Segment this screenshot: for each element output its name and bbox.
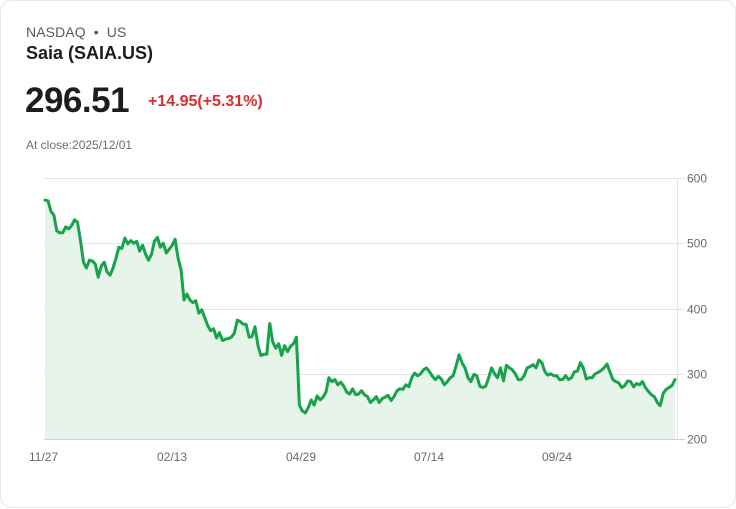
current-price: 296.51 xyxy=(25,81,130,120)
y-tick-label: 300 xyxy=(687,368,707,382)
y-axis: 600 500 400 300 200 xyxy=(687,172,707,447)
x-tick-label: 11/27 xyxy=(29,450,58,464)
x-tick-label: 02/13 xyxy=(157,450,187,464)
exchange-name: NASDAQ xyxy=(26,24,86,40)
x-tick-label: 09/24 xyxy=(542,450,572,464)
close-timestamp: At close:2025/12/01 xyxy=(26,138,133,152)
exchange-line: NASDAQ • US xyxy=(26,24,126,40)
separator-dot: • xyxy=(93,24,99,40)
x-tick-label: 07/14 xyxy=(414,450,444,464)
price-change: +14.95(+5.31%) xyxy=(148,93,263,110)
stock-title: Saia (SAIA.US) xyxy=(26,43,154,63)
price-line xyxy=(43,198,677,415)
price-area-fill xyxy=(45,200,675,439)
y-tick-label: 400 xyxy=(687,303,707,317)
market-name: US xyxy=(106,24,127,40)
x-axis: 11/27 02/13 04/29 07/14 09/24 xyxy=(29,450,572,464)
y-tick-label: 600 xyxy=(687,172,707,186)
y-tick-label: 200 xyxy=(687,433,707,447)
y-tick-label: 500 xyxy=(687,237,707,251)
x-tick-label: 04/29 xyxy=(286,450,316,464)
